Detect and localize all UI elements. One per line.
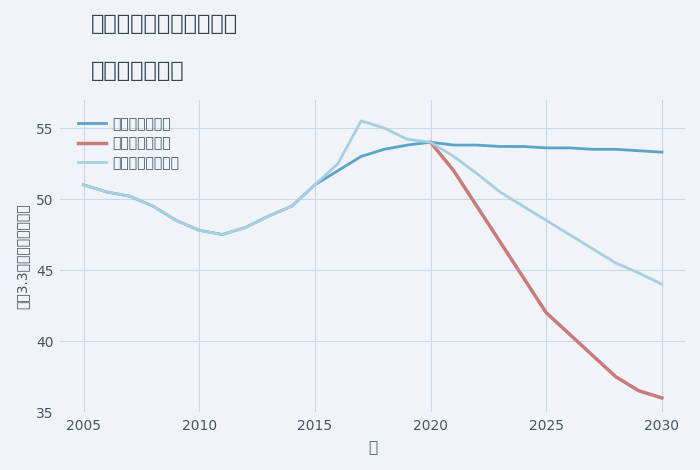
グッドシナリオ bbox=[496, 144, 504, 149]
グッドシナリオ bbox=[565, 145, 573, 151]
グッドシナリオ bbox=[403, 142, 412, 148]
ノーマルシナリオ bbox=[496, 189, 504, 195]
グッドシナリオ bbox=[334, 168, 342, 173]
グッドシナリオ bbox=[241, 225, 250, 230]
ノーマルシナリオ bbox=[172, 218, 181, 223]
バッドシナリオ bbox=[611, 374, 620, 379]
バッドシナリオ bbox=[634, 388, 643, 393]
グッドシナリオ bbox=[634, 148, 643, 154]
ノーマルシナリオ bbox=[611, 260, 620, 266]
ノーマルシナリオ bbox=[426, 140, 435, 145]
ノーマルシナリオ bbox=[658, 282, 666, 287]
ノーマルシナリオ bbox=[634, 270, 643, 276]
グッドシナリオ bbox=[542, 145, 550, 151]
ノーマルシナリオ bbox=[403, 137, 412, 142]
ノーマルシナリオ bbox=[380, 125, 389, 131]
Line: バッドシナリオ: バッドシナリオ bbox=[430, 142, 662, 398]
グッドシナリオ bbox=[357, 154, 365, 159]
ノーマルシナリオ bbox=[565, 232, 573, 237]
ノーマルシナリオ bbox=[195, 227, 204, 233]
Line: グッドシナリオ: グッドシナリオ bbox=[83, 142, 662, 235]
ノーマルシナリオ bbox=[241, 225, 250, 230]
バッドシナリオ bbox=[542, 310, 550, 315]
グッドシナリオ bbox=[658, 149, 666, 155]
バッドシナリオ bbox=[519, 274, 527, 280]
ノーマルシナリオ bbox=[473, 171, 481, 176]
グッドシナリオ bbox=[426, 140, 435, 145]
バッドシナリオ bbox=[565, 331, 573, 337]
ノーマルシナリオ bbox=[102, 189, 111, 195]
ノーマルシナリオ bbox=[542, 218, 550, 223]
ノーマルシナリオ bbox=[125, 193, 134, 199]
グッドシナリオ bbox=[611, 147, 620, 152]
ノーマルシナリオ bbox=[357, 118, 365, 124]
バッドシナリオ bbox=[658, 395, 666, 401]
ノーマルシナリオ bbox=[449, 154, 458, 159]
グッドシナリオ bbox=[172, 218, 181, 223]
Line: ノーマルシナリオ: ノーマルシナリオ bbox=[83, 121, 662, 284]
グッドシナリオ bbox=[519, 144, 527, 149]
グッドシナリオ bbox=[79, 182, 88, 188]
Text: 土地の価格推移: 土地の価格推移 bbox=[91, 61, 185, 81]
ノーマルシナリオ bbox=[288, 204, 296, 209]
ノーマルシナリオ bbox=[334, 161, 342, 166]
ノーマルシナリオ bbox=[218, 232, 227, 237]
X-axis label: 年: 年 bbox=[368, 440, 377, 455]
グッドシナリオ bbox=[449, 142, 458, 148]
Text: 兵庫県西宮市宝生ヶ丘の: 兵庫県西宮市宝生ヶ丘の bbox=[91, 14, 238, 34]
グッドシナリオ bbox=[588, 147, 596, 152]
グッドシナリオ bbox=[125, 193, 134, 199]
グッドシナリオ bbox=[218, 232, 227, 237]
グッドシナリオ bbox=[265, 213, 273, 219]
ノーマルシナリオ bbox=[265, 213, 273, 219]
ノーマルシナリオ bbox=[311, 182, 319, 188]
ノーマルシナリオ bbox=[588, 246, 596, 251]
ノーマルシナリオ bbox=[519, 204, 527, 209]
Legend: グッドシナリオ, バッドシナリオ, ノーマルシナリオ: グッドシナリオ, バッドシナリオ, ノーマルシナリオ bbox=[74, 113, 183, 174]
バッドシナリオ bbox=[588, 352, 596, 358]
グッドシナリオ bbox=[473, 142, 481, 148]
グッドシナリオ bbox=[311, 182, 319, 188]
グッドシナリオ bbox=[380, 147, 389, 152]
バッドシナリオ bbox=[473, 204, 481, 209]
グッドシナリオ bbox=[288, 204, 296, 209]
Y-axis label: 坪（3.3㎡）単価（万円）: 坪（3.3㎡）単価（万円） bbox=[15, 203, 29, 309]
バッドシナリオ bbox=[496, 239, 504, 244]
ノーマルシナリオ bbox=[79, 182, 88, 188]
バッドシナリオ bbox=[449, 168, 458, 173]
ノーマルシナリオ bbox=[148, 204, 157, 209]
グッドシナリオ bbox=[102, 189, 111, 195]
グッドシナリオ bbox=[195, 227, 204, 233]
グッドシナリオ bbox=[148, 204, 157, 209]
バッドシナリオ bbox=[426, 140, 435, 145]
